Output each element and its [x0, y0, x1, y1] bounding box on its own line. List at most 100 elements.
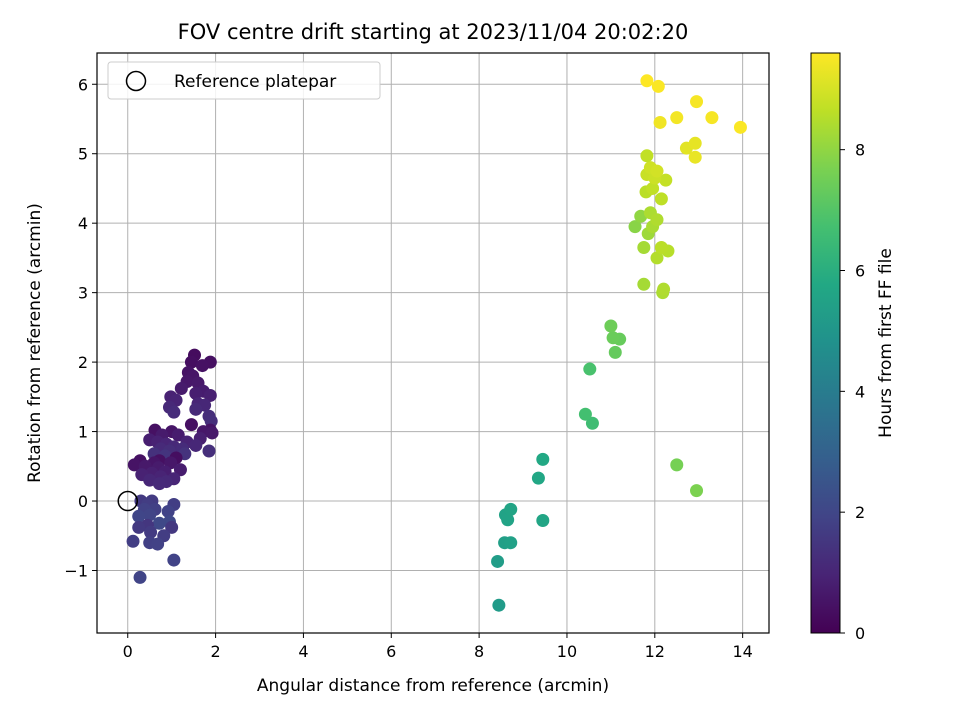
- x-tick-label: 14: [732, 642, 752, 661]
- scatter-point: [174, 381, 188, 395]
- legend: Reference platepar: [107, 61, 381, 100]
- y-tick-label: 3: [78, 284, 88, 303]
- scatter-point: [165, 520, 179, 534]
- scatter-point: [688, 136, 702, 150]
- scatter-point: [688, 150, 702, 164]
- scatter-point: [132, 509, 146, 523]
- scatter-point: [504, 536, 518, 550]
- scatter-point: [189, 386, 203, 400]
- scatter-point: [654, 240, 668, 254]
- scatter-point: [654, 192, 668, 206]
- x-tick-label: 4: [298, 642, 308, 661]
- scatter-point: [733, 120, 747, 134]
- scatter-point: [126, 534, 140, 548]
- plot-frame: [96, 52, 770, 634]
- x-tick-label: 0: [123, 642, 133, 661]
- colorbar: 0 2 4 6 8 Hours from first FF file: [810, 52, 896, 643]
- scatter-point: [143, 508, 157, 522]
- x-tick-label: 10: [557, 642, 577, 661]
- scatter-point: [152, 477, 166, 491]
- scatter-point: [205, 426, 219, 440]
- scatter-point: [504, 502, 518, 516]
- scatter-point: [604, 319, 618, 333]
- y-tick-label: −1: [64, 561, 88, 580]
- grid: [97, 53, 769, 633]
- scatter-point: [670, 458, 684, 472]
- scatter-point: [536, 452, 550, 466]
- scatter-point: [578, 407, 592, 421]
- colorbar-tick-label: 8: [855, 141, 865, 160]
- y-tick-label: 4: [78, 214, 88, 233]
- scatter-point: [202, 444, 216, 458]
- scatter-point: [152, 516, 166, 530]
- y-tick-label: 5: [78, 145, 88, 164]
- scatter-point: [161, 504, 175, 518]
- x-tick-label: 8: [474, 642, 484, 661]
- x-tick-label: 12: [645, 642, 665, 661]
- scatter-point: [637, 277, 651, 291]
- scatter-point: [650, 213, 664, 227]
- scatter-point: [144, 525, 158, 539]
- colorbar-gradient: [810, 52, 841, 634]
- scatter-point: [650, 251, 664, 265]
- scatter-point: [167, 405, 181, 419]
- scatter-point: [646, 181, 660, 195]
- scatter-point: [151, 537, 165, 551]
- colorbar-tick-label: 2: [855, 503, 865, 522]
- x-axis-ticks: 0 2 4 6 8 10 12 14: [123, 633, 753, 661]
- reference-platepar-marker: [117, 490, 138, 512]
- scatter-point: [690, 484, 704, 498]
- y-tick-label: 0: [78, 492, 88, 511]
- x-tick-label: 2: [210, 642, 220, 661]
- colorbar-tick-label: 4: [855, 382, 865, 401]
- scatter-point: [184, 418, 198, 432]
- scatter-point: [640, 149, 654, 163]
- legend-marker-reference: [125, 70, 147, 92]
- colorbar-ticks: 0 2 4 6 8: [840, 141, 865, 643]
- scatter-point: [640, 74, 654, 88]
- y-tick-label: 1: [78, 423, 88, 442]
- scatter-point: [173, 463, 187, 477]
- scatter-point: [501, 513, 515, 527]
- scatter-point: [184, 355, 198, 369]
- scatter-point: [536, 513, 550, 527]
- x-axis-label: Angular distance from reference (arcmin): [257, 676, 609, 696]
- scatter-point: [127, 458, 141, 472]
- scatter-point: [585, 416, 599, 430]
- scatter-point: [171, 428, 185, 442]
- scatter-point: [189, 438, 203, 452]
- colorbar-label: Hours from first FF file: [876, 248, 896, 438]
- scatter-point: [492, 598, 506, 612]
- chart-title: FOV centre drift starting at 2023/11/04 …: [178, 20, 689, 44]
- scatter-point: [167, 553, 181, 567]
- scatter-point: [659, 173, 673, 187]
- scatter-point: [637, 240, 651, 254]
- scatter-point: [657, 282, 671, 296]
- scatter-point: [608, 345, 622, 359]
- scatter-point: [203, 388, 217, 402]
- colorbar-tick-label: 0: [855, 624, 865, 643]
- colorbar-tick-label: 6: [855, 262, 865, 281]
- scatter-point: [628, 220, 642, 234]
- scatter-point: [705, 111, 719, 125]
- y-tick-label: 2: [78, 353, 88, 372]
- y-tick-label: 6: [78, 75, 88, 94]
- scatter-point: [531, 471, 545, 485]
- scatter-point: [690, 95, 704, 109]
- scatter-point: [195, 359, 209, 373]
- legend-label-reference: Reference platepar: [174, 72, 336, 92]
- scatter-point: [670, 111, 684, 125]
- scatter-point: [653, 115, 667, 129]
- scatter-point: [583, 362, 597, 376]
- scatter-point: [650, 164, 664, 178]
- y-axis-ticks: −1 0 1 2 3 4 5 6: [64, 75, 97, 580]
- scatter-point: [606, 331, 620, 345]
- x-tick-label: 6: [386, 642, 396, 661]
- scatter-point: [189, 402, 203, 416]
- y-axis-label: Rotation from reference (arcmin): [25, 203, 45, 483]
- data-points: [126, 74, 747, 612]
- scatter-point: [491, 554, 505, 568]
- legend-box: [107, 61, 381, 100]
